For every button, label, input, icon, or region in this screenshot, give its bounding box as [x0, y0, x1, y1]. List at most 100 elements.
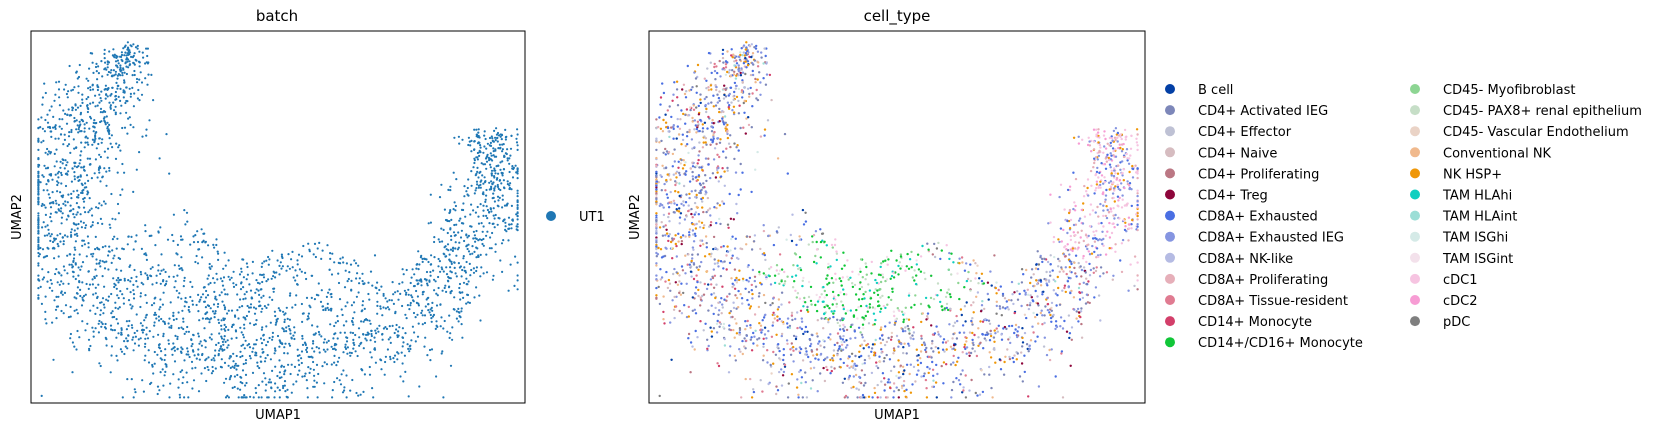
scatter-point: [74, 108, 77, 111]
scatter-point: [226, 312, 229, 315]
scatter-point: [892, 390, 896, 393]
scatter-point: [112, 257, 115, 260]
scatter-point: [80, 265, 83, 268]
scatter-point: [477, 255, 480, 258]
scatter-point: [429, 308, 432, 311]
scatter-point: [433, 289, 436, 292]
scatter-point: [867, 395, 871, 398]
scatter-point: [670, 246, 673, 250]
scatter-point: [1126, 157, 1129, 160]
scatter-point: [493, 187, 496, 190]
scatter-point: [658, 226, 662, 229]
scatter-point: [756, 65, 760, 68]
scatter-point: [739, 53, 742, 57]
scatter-point: [721, 56, 725, 60]
scatter-point: [98, 261, 101, 265]
scatter-point: [479, 203, 482, 206]
scatter-point: [352, 323, 355, 326]
scatter-point: [113, 254, 116, 257]
scatter-point: [288, 318, 291, 321]
scatter-point: [443, 253, 446, 256]
scatter-point: [1082, 266, 1086, 269]
scatter-point: [343, 331, 346, 334]
scatter-point: [445, 266, 448, 269]
scatter-point: [688, 263, 691, 266]
scatter-point: [113, 56, 116, 59]
scatter-point: [1088, 225, 1092, 228]
scatter-point: [516, 148, 519, 151]
scatter-point: [727, 142, 731, 145]
scatter-point: [691, 165, 695, 168]
scatter-point: [710, 330, 713, 333]
scatter-point: [1069, 364, 1072, 367]
scatter-point: [1115, 136, 1119, 140]
scatter-point: [1064, 255, 1067, 258]
scatter-point: [311, 324, 314, 327]
scatter-point: [94, 292, 97, 295]
scatter-point: [709, 255, 713, 258]
scatter-point: [889, 338, 893, 341]
scatter-point: [1003, 325, 1007, 329]
scatter-point: [492, 150, 495, 153]
scatter-point: [977, 336, 980, 339]
scatter-point: [57, 245, 60, 248]
scatter-point: [241, 369, 245, 372]
scatter-point: [88, 157, 92, 160]
scatter-point: [145, 47, 148, 50]
scatter-point: [328, 268, 331, 271]
scatter-point: [800, 376, 804, 379]
scatter-point: [482, 225, 485, 228]
scatter-point: [882, 360, 886, 363]
scatter-point: [1016, 335, 1019, 339]
scatter-point: [426, 282, 429, 285]
scatter-point: [44, 213, 48, 216]
scatter-point: [1072, 171, 1075, 174]
scatter-point: [687, 332, 691, 336]
scatter-point: [478, 171, 481, 174]
scatter-point: [701, 294, 704, 298]
scatter-point: [415, 279, 418, 282]
scatter-point: [214, 367, 217, 370]
scatter-point: [737, 74, 740, 77]
scatter-point: [127, 66, 130, 69]
scatter-point: [144, 294, 147, 297]
scatter-point: [1073, 209, 1077, 212]
scatter-point: [50, 135, 53, 138]
scatter-point: [1119, 135, 1122, 138]
scatter-point: [139, 305, 142, 309]
scatter-point: [283, 384, 286, 387]
scatter-point: [373, 336, 376, 339]
scatter-point: [358, 277, 361, 280]
scatter-point: [197, 332, 200, 335]
scatter-point: [489, 152, 492, 155]
scatter-point: [718, 110, 721, 114]
scatter-point: [461, 138, 464, 141]
scatter-point: [847, 378, 850, 381]
scatter-point: [493, 129, 496, 132]
scatter-point: [45, 183, 48, 186]
scatter-point: [719, 75, 722, 78]
scatter-point: [332, 337, 335, 340]
scatter-point: [440, 227, 443, 230]
scatter-point: [76, 286, 79, 289]
scatter-point: [1128, 182, 1132, 185]
scatter-point: [269, 381, 273, 384]
scatter-point: [404, 370, 407, 373]
scatter-point: [760, 51, 763, 54]
scatter-point: [721, 303, 724, 306]
scatter-point: [925, 396, 929, 399]
scatter-point: [468, 140, 471, 143]
scatter-point: [86, 322, 89, 325]
scatter-point: [741, 54, 744, 57]
scatter-point: [141, 324, 144, 327]
scatter-point: [499, 259, 502, 262]
scatter-point: [159, 272, 162, 275]
scatter-point: [715, 221, 718, 225]
scatter-point: [715, 322, 719, 325]
scatter-point: [925, 346, 928, 350]
scatter-point: [144, 354, 147, 357]
scatter-point: [1023, 331, 1027, 335]
scatter-point: [709, 326, 712, 329]
scatter-point: [153, 302, 156, 305]
scatter-point: [116, 59, 119, 62]
